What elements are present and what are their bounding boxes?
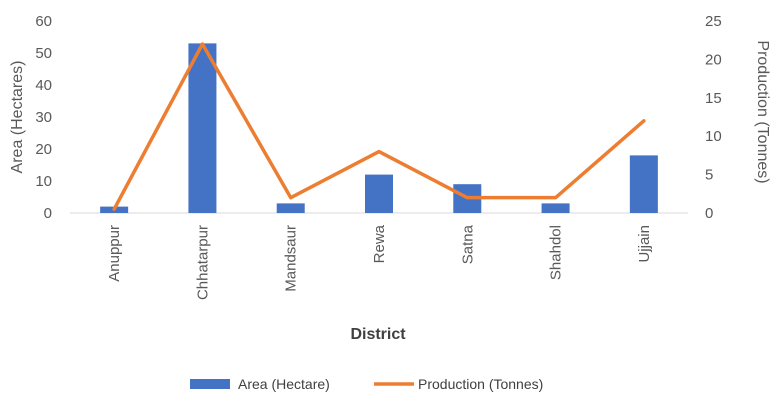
x-axis-title: District: [350, 326, 406, 343]
bar: [541, 203, 570, 213]
legend-area-swatch: [190, 379, 230, 389]
category-label: Anuppur: [106, 225, 123, 282]
left-tick-label: 20: [35, 141, 52, 158]
category-labels: Anuppur Chhatarpur Mandsaur Rewa Satna Shahdo…: [106, 224, 653, 300]
left-tick-label: 10: [35, 173, 52, 190]
left-tick-label: 40: [35, 77, 52, 94]
y2-axis-title: Production (Tonnes): [754, 40, 771, 183]
category-label: Ujjain: [636, 225, 653, 263]
category-label: Rewa: [371, 224, 388, 263]
right-tick-label: 25: [705, 13, 722, 30]
left-axis-ticks: 0 10 20 30 40 50 60: [35, 13, 52, 222]
right-tick-label: 5: [705, 167, 713, 184]
legend-production-label: Production (Tonnes): [418, 376, 543, 392]
right-tick-label: 0: [705, 205, 713, 222]
bar-series: [100, 43, 658, 214]
right-tick-label: 20: [705, 51, 722, 68]
category-label: Satna: [459, 224, 476, 264]
legend: Area (Hectare) Production (Tonnes): [190, 376, 543, 392]
left-tick-label: 0: [44, 205, 52, 222]
left-tick-label: 50: [35, 45, 52, 62]
production-line: [112, 42, 646, 211]
left-tick-label: 30: [35, 109, 52, 126]
legend-area-label: Area (Hectare): [238, 376, 330, 392]
left-tick-label: 60: [35, 13, 52, 30]
y-axis-title: Area (Hectares): [9, 61, 26, 174]
bar: [188, 43, 217, 214]
bar: [365, 174, 393, 213]
category-label: Chhatarpur: [194, 225, 211, 300]
category-label: Mandsaur: [283, 225, 300, 292]
right-tick-label: 10: [705, 128, 722, 145]
right-tick-label: 15: [705, 90, 722, 107]
right-axis-ticks: 0 5 10 15 20 25: [705, 13, 722, 222]
category-label: Shahdol: [548, 225, 565, 280]
bar: [629, 155, 658, 213]
bar: [276, 203, 305, 213]
